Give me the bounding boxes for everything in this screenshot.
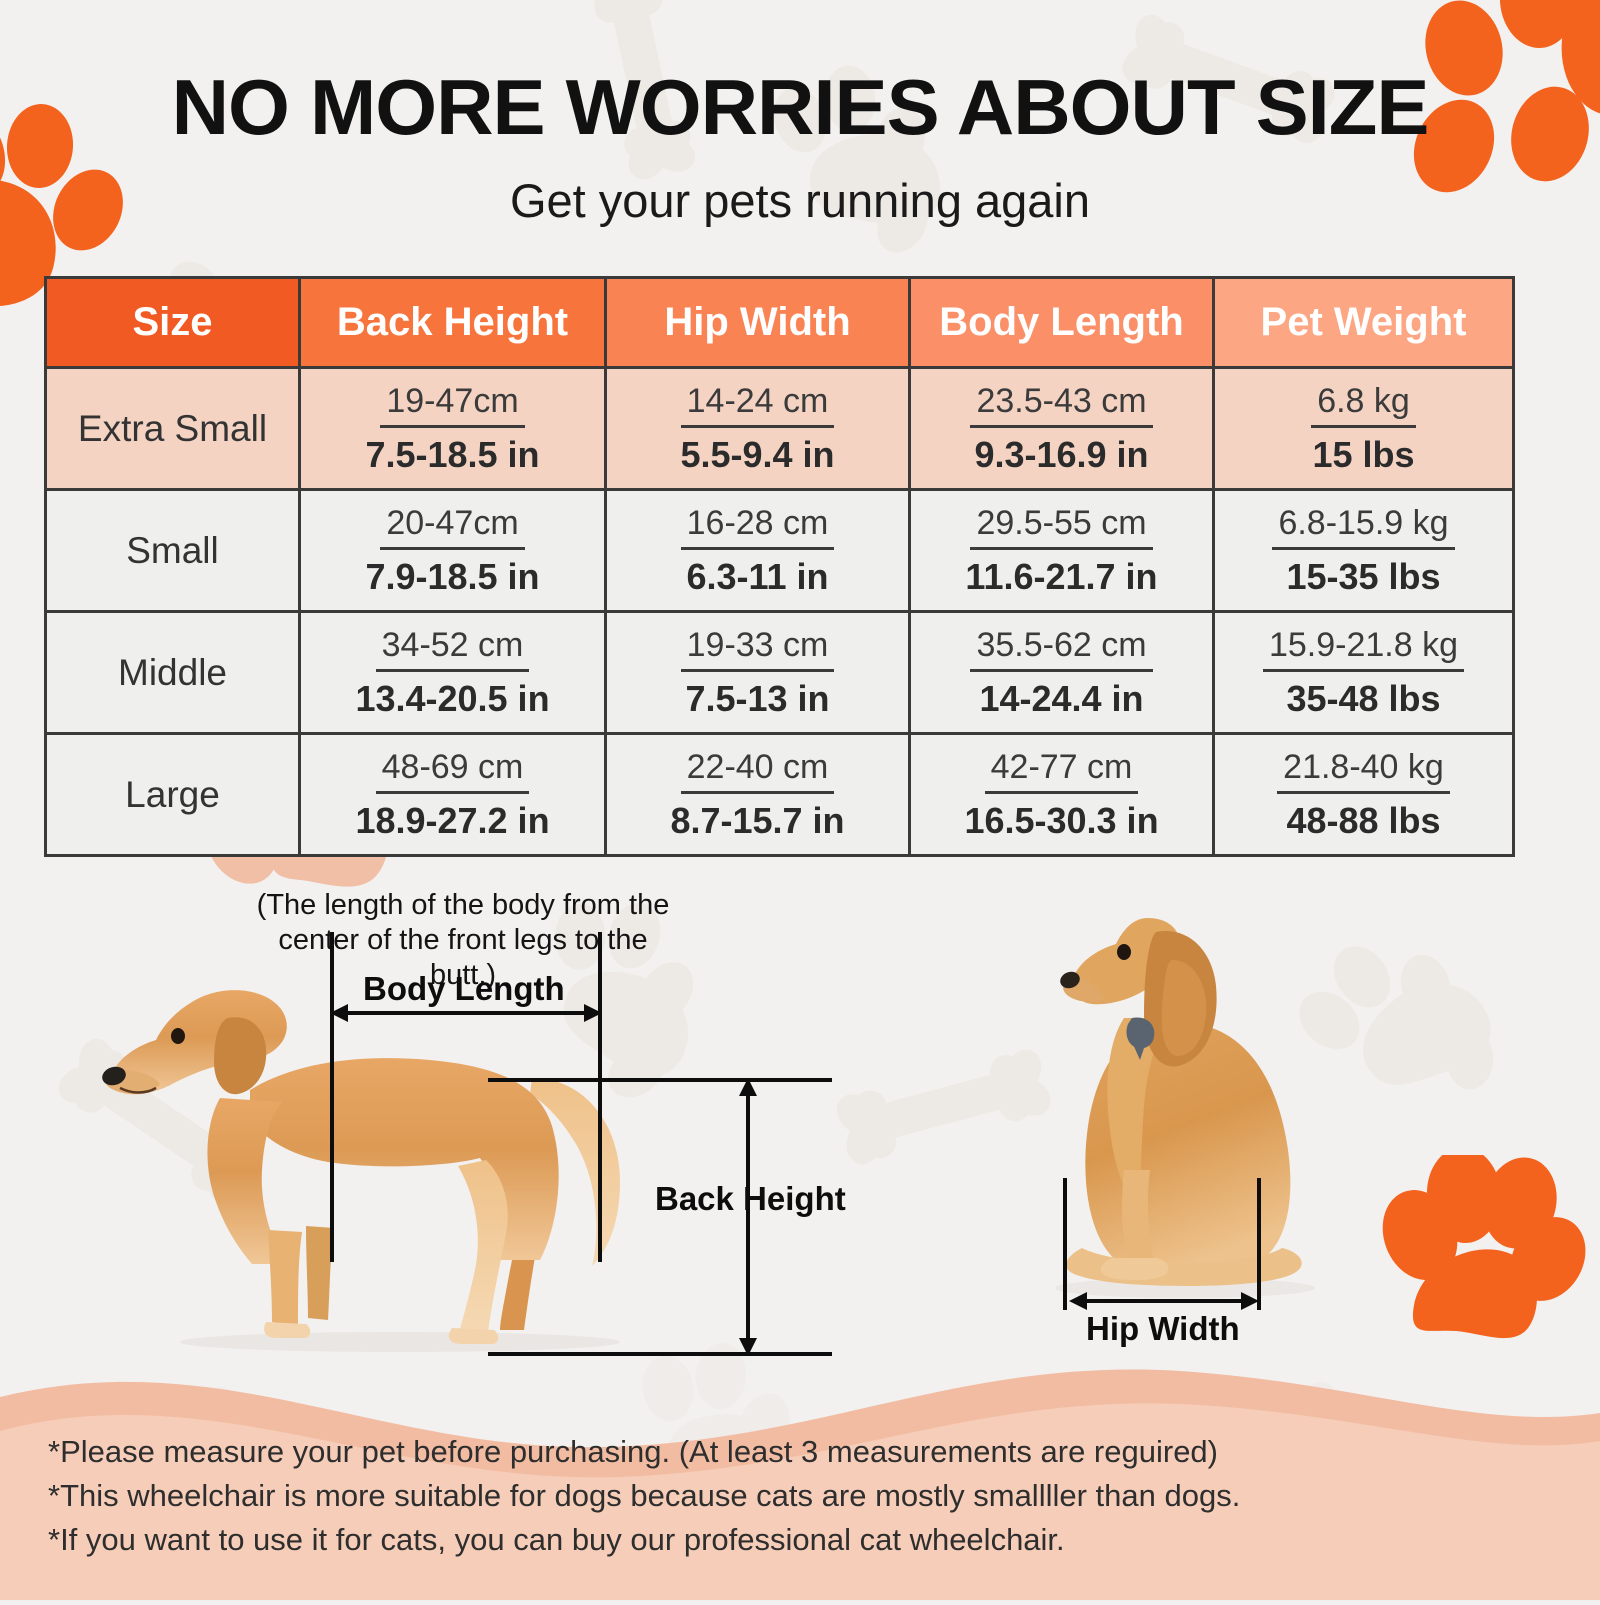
cell-size: Middle <box>44 610 301 735</box>
value-kg: 15.9-21.8 kg <box>1262 628 1465 672</box>
value-lbs: 48-88 lbs <box>1286 800 1441 841</box>
value-in: 16.5-30.3 in <box>964 800 1159 841</box>
cell-back-height: 19-47cm 7.5-18.5 in <box>298 366 607 491</box>
column-header-back-height: Back Height <box>298 276 607 369</box>
value-cm: 19-33 cm <box>680 628 835 672</box>
value-in: 7.5-13 in <box>685 678 830 719</box>
cell-hip-width: 22-40 cm 8.7-15.7 in <box>604 732 911 857</box>
value-cm: 19-47cm <box>380 384 525 428</box>
value-in: 5.5-9.4 in <box>680 434 835 475</box>
footer-line-1: *Please measure your pet before purchasi… <box>48 1433 1218 1469</box>
guide-line-back-bottom <box>488 1352 832 1356</box>
value-cm: 29.5-55 cm <box>970 506 1153 550</box>
value-in: 6.3-11 in <box>686 556 829 597</box>
column-header-hip-width: Hip Width <box>604 276 911 369</box>
footer-line-3: *If you want to use it for cats, you can… <box>48 1521 1065 1557</box>
cell-back-height: 34-52 cm 13.4-20.5 in <box>298 610 607 735</box>
value-in: 7.5-18.5 in <box>365 434 540 475</box>
footer-notes: *Please measure your pet before purchasi… <box>48 1430 1548 1562</box>
cell-pet-weight: 6.8-15.9 kg 15-35 lbs <box>1212 488 1515 613</box>
value-lbs: 15 lbs <box>1312 434 1415 475</box>
label-back-height: Back Height <box>655 1180 846 1217</box>
value-in: 8.7-15.7 in <box>670 800 845 841</box>
table-header-row: Size Back Height Hip Width Body Length P… <box>44 276 1515 369</box>
value-kg: 6.8 kg <box>1311 384 1416 428</box>
value-in: 13.4-20.5 in <box>355 678 550 719</box>
value-kg: 6.8-15.9 kg <box>1272 506 1455 550</box>
label-hip-width: Hip Width <box>1086 1310 1240 1347</box>
cell-pet-weight: 21.8-40 kg 48-88 lbs <box>1212 732 1515 857</box>
value-lbs: 35-48 lbs <box>1286 678 1441 719</box>
cell-pet-weight: 15.9-21.8 kg 35-48 lbs <box>1212 610 1515 735</box>
table-row: Large 48-69 cm 18.9-27.2 in 22-40 cm 8.7-1… <box>44 732 1515 857</box>
page-subtitle: Get your pets running again <box>509 174 1091 227</box>
value-cm: 22-40 cm <box>680 750 835 794</box>
value-cm: 34-52 cm <box>375 628 530 672</box>
value-cm: 20-47cm <box>380 506 525 550</box>
table-body: Extra Small 19-47cm 7.5-18.5 in 14-24 cm 5… <box>44 366 1515 857</box>
value-in: 14-24.4 in <box>979 678 1144 719</box>
value-in: 11.6-21.7 in <box>965 556 1158 597</box>
footer-line-2: *This wheelchair is more suitable for do… <box>48 1477 1241 1513</box>
value-cm: 14-24 cm <box>680 384 835 428</box>
value-cm: 42-77 cm <box>984 750 1139 794</box>
cell-hip-width: 14-24 cm 5.5-9.4 in <box>604 366 911 491</box>
body-length-note-line1: (The length of the body from the <box>256 889 670 921</box>
value-in: 18.9-27.2 in <box>355 800 550 841</box>
cell-body-length: 29.5-55 cm 11.6-21.7 in <box>908 488 1215 613</box>
cell-size: Large <box>44 732 301 857</box>
size-label: Small <box>126 529 219 571</box>
value-cm: 48-69 cm <box>375 750 530 794</box>
guide-line-body-length-left <box>330 932 334 1262</box>
label-body-length: Body Length <box>363 970 565 1007</box>
table-header: Size Back Height Hip Width Body Length P… <box>44 276 1515 369</box>
value-cm: 35.5-62 cm <box>970 628 1153 672</box>
header: NO MORE WORRIES ABOUT SIZE Get your pets… <box>0 0 1600 228</box>
cell-size: Small <box>44 488 301 613</box>
size-label: Large <box>125 773 220 815</box>
cell-pet-weight: 6.8 kg 15 lbs <box>1212 366 1515 491</box>
dog-sitting-illustration <box>1055 918 1315 1298</box>
cell-hip-width: 19-33 cm 7.5-13 in <box>604 610 911 735</box>
guide-line-body-length-right <box>598 932 602 1262</box>
value-cm: 16-28 cm <box>680 506 835 550</box>
cell-body-length: 23.5-43 cm 9.3-16.9 in <box>908 366 1215 491</box>
arrow-hip-width <box>1069 1292 1259 1310</box>
value-in: 9.3-16.9 in <box>974 434 1149 475</box>
cell-size: Extra Small <box>44 366 301 491</box>
table-row: Extra Small 19-47cm 7.5-18.5 in 14-24 cm 5… <box>44 366 1515 491</box>
cell-body-length: 42-77 cm 16.5-30.3 in <box>908 732 1215 857</box>
cell-body-length: 35.5-62 cm 14-24.4 in <box>908 610 1215 735</box>
value-in: 7.9-18.5 in <box>365 556 540 597</box>
column-header-pet-weight: Pet Weight <box>1212 276 1515 369</box>
table-row: Middle 34-52 cm 13.4-20.5 in 19-33 cm 7.5-… <box>44 610 1515 735</box>
value-lbs: 15-35 lbs <box>1286 556 1441 597</box>
column-header-body-length: Body Length <box>908 276 1215 369</box>
cell-back-height: 20-47cm 7.9-18.5 in <box>298 488 607 613</box>
column-header-size: Size <box>44 276 301 369</box>
page-title: NO MORE WORRIES ABOUT SIZE <box>171 63 1430 151</box>
guide-line-hip-right <box>1257 1178 1261 1310</box>
guide-line-back-top <box>488 1078 832 1082</box>
cell-hip-width: 16-28 cm 6.3-11 in <box>604 488 911 613</box>
table-row: Small 20-47cm 7.9-18.5 in 16-28 cm 6.3-11 … <box>44 488 1515 613</box>
cell-back-height: 48-69 cm 18.9-27.2 in <box>298 732 607 857</box>
size-label: Extra Small <box>77 407 268 449</box>
value-cm: 23.5-43 cm <box>970 384 1153 428</box>
guide-line-hip-left <box>1063 1178 1067 1310</box>
size-label: Middle <box>118 651 227 693</box>
value-kg: 21.8-40 kg <box>1277 750 1450 794</box>
measurement-diagram: (The length of the body from the center … <box>0 870 1600 1400</box>
size-chart-table: Size Back Height Hip Width Body Length P… <box>44 276 1515 857</box>
